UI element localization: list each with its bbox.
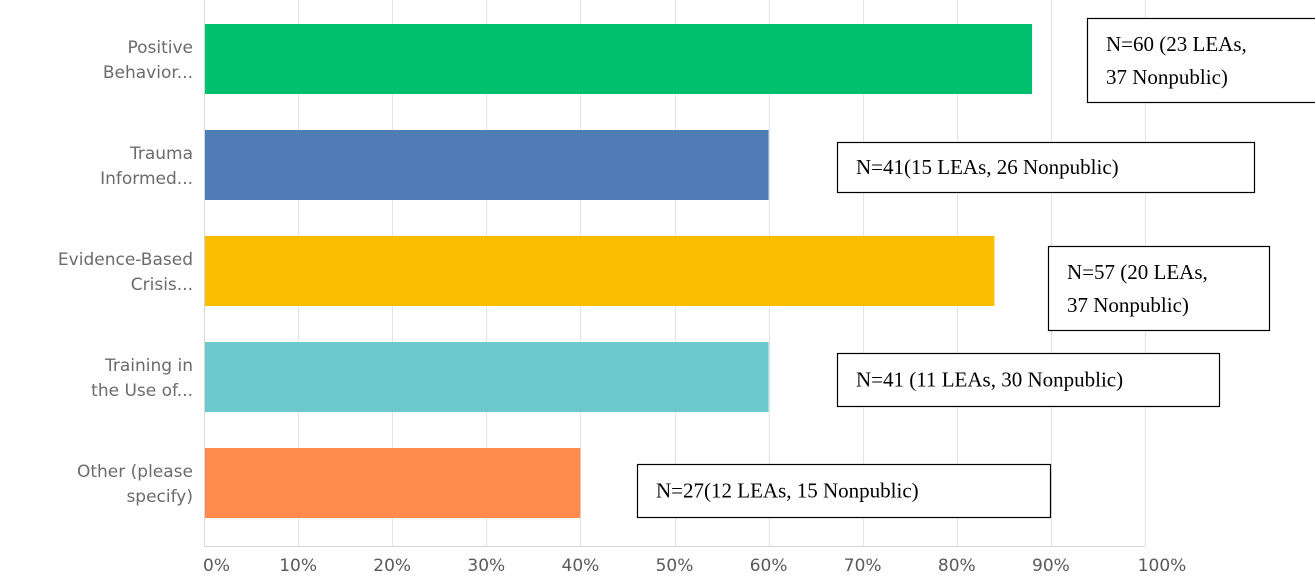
x-tick-label-30: 30% [467,556,505,576]
x-tick-label-20: 20% [373,556,411,576]
x-tick-label-10: 10% [279,556,317,576]
category-label-2: Trauma Informed... [100,144,193,189]
category-label-line: Informed... [100,169,193,189]
bar-2 [205,130,769,200]
annotation-line: N=27(12 LEAs, 15 Nonpublic) [656,479,919,503]
x-tick-label-40: 40% [562,556,600,576]
annotation-line: 37 Nonpublic) [1067,293,1189,317]
annotation-text-4: N=41 (11 LEAs, 30 Nonpublic) [856,368,1123,392]
annotation-text-2: N=41(15 LEAs, 26 Nonpublic) [856,155,1119,179]
annotation-line: N=60 (23 LEAs, [1106,32,1247,56]
annotation-text-5: N=27(12 LEAs, 15 Nonpublic) [656,479,919,503]
category-label-line: the Use of... [91,381,193,401]
bar-1 [205,24,1032,94]
x-tick-label-90: 90% [1032,556,1070,576]
x-tick-label-100: 100% [1138,556,1187,576]
x-tick-layer: 0% 10% 20% 30% 40% 50% 60% 70% 80% 90% 100% [203,556,1186,576]
annotation-line: 37 Nonpublic) [1106,65,1228,89]
x-tick-label-0: 0% [203,556,230,576]
x-tick-label-70: 70% [844,556,882,576]
bar-3 [205,236,994,306]
bar-layer [205,24,1032,518]
category-label-5: Other (please specify) [77,462,193,507]
x-tick-label-80: 80% [938,556,976,576]
category-label-1: Positive Behavior... [103,38,193,83]
category-label-line: Evidence-Based [58,250,193,270]
category-label-4: Training in the Use of... [91,356,193,401]
category-label-line: Trauma [129,144,193,164]
annotation-line: N=57 (20 LEAs, [1067,260,1208,284]
category-label-line: Crisis... [131,275,193,295]
category-label-3: Evidence-Based Crisis... [58,250,193,295]
category-label-line: specify) [126,487,193,507]
category-label-layer: Positive Behavior... Trauma Informed... Evid… [58,38,193,507]
category-label-line: Other (please [77,462,193,482]
category-label-line: Training in [104,356,193,376]
category-label-line: Behavior... [103,63,193,83]
annotation-line: N=41 (11 LEAs, 30 Nonpublic) [856,368,1123,392]
x-tick-label-60: 60% [750,556,788,576]
x-tick-label-50: 50% [656,556,694,576]
category-label-line: Positive [127,38,193,58]
bar-5 [205,448,580,518]
annotation-line: N=41(15 LEAs, 26 Nonpublic) [856,155,1119,179]
bar-4 [205,342,769,412]
